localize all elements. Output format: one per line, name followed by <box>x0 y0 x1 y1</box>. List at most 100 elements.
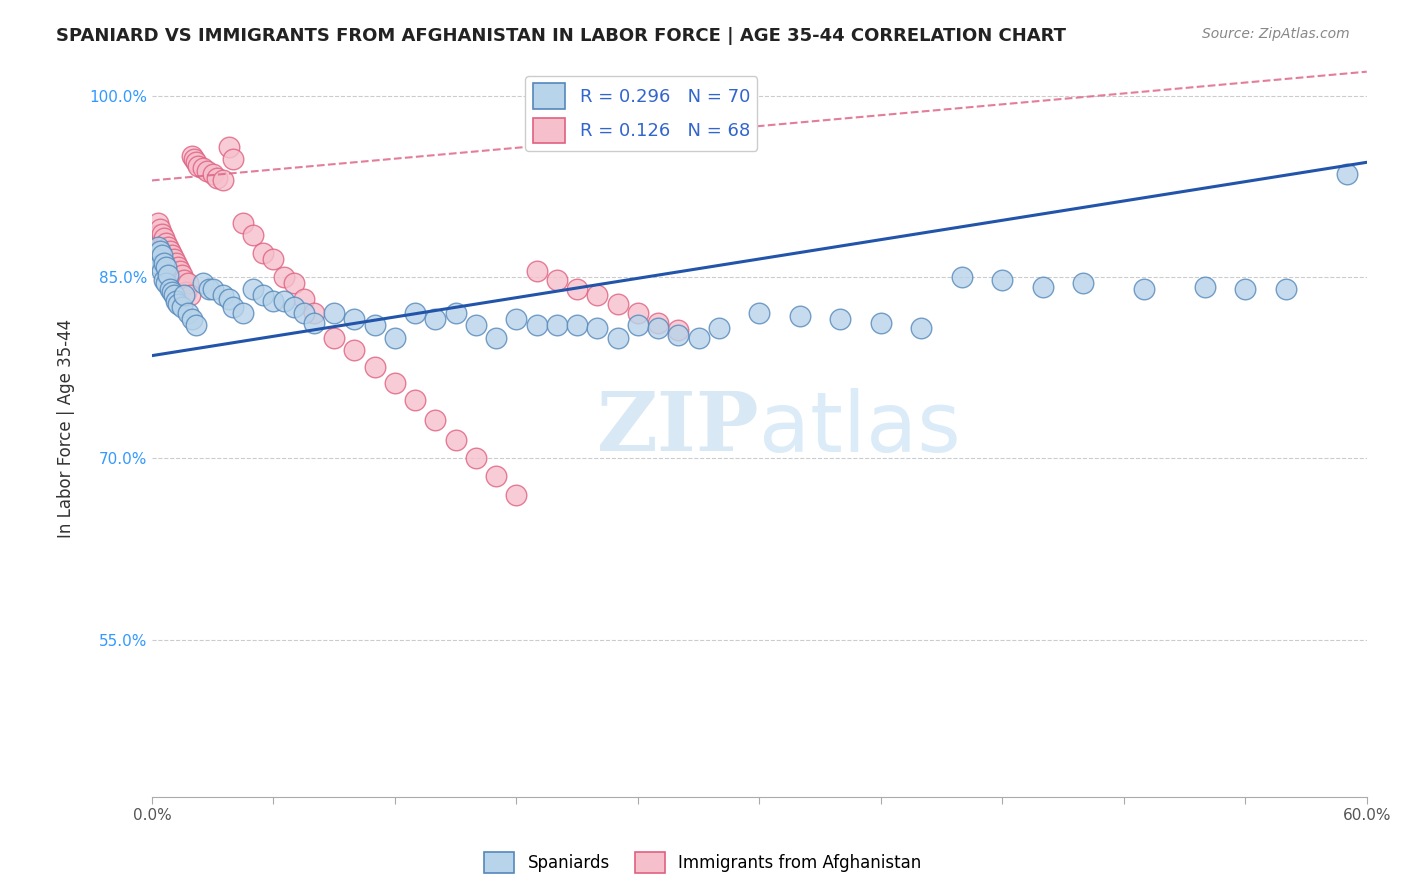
Point <box>363 359 385 374</box>
Point <box>302 316 325 330</box>
Point <box>627 306 650 320</box>
Point <box>218 292 240 306</box>
Point <box>910 321 932 335</box>
Point <box>169 264 191 278</box>
Point <box>323 306 346 320</box>
Point <box>485 469 508 483</box>
Point <box>201 168 224 182</box>
Point <box>789 309 811 323</box>
Point <box>1133 282 1156 296</box>
Point <box>950 270 973 285</box>
Point <box>586 288 609 302</box>
Point <box>323 330 346 344</box>
Point <box>177 276 200 290</box>
Text: atlas: atlas <box>759 388 962 468</box>
Point <box>292 292 315 306</box>
Point <box>565 282 588 296</box>
Point <box>232 306 254 320</box>
Point <box>546 318 568 333</box>
Point <box>1234 282 1257 296</box>
Point <box>384 330 406 344</box>
Point <box>1032 279 1054 293</box>
Point <box>869 316 891 330</box>
Point <box>384 376 406 391</box>
Point <box>606 330 628 344</box>
Text: Source: ZipAtlas.com: Source: ZipAtlas.com <box>1202 27 1350 41</box>
Point <box>565 318 588 333</box>
Point <box>150 248 173 262</box>
Point <box>165 268 187 282</box>
Point <box>177 306 200 320</box>
Point <box>526 318 548 333</box>
Point <box>627 318 650 333</box>
Point <box>173 272 195 286</box>
Point <box>181 149 204 163</box>
Point <box>157 268 180 282</box>
Point <box>707 321 730 335</box>
Point <box>145 234 167 248</box>
Point <box>252 246 274 260</box>
Point <box>167 260 190 275</box>
Point <box>262 252 284 266</box>
Point <box>242 227 264 242</box>
Point <box>283 276 305 290</box>
Text: ZIP: ZIP <box>596 388 759 468</box>
Point <box>155 248 177 262</box>
Point <box>163 252 186 266</box>
Point <box>159 255 181 269</box>
Point <box>183 152 205 166</box>
Point <box>172 301 194 315</box>
Point <box>666 328 689 343</box>
Point <box>546 272 568 286</box>
Point <box>146 240 169 254</box>
Point <box>191 276 214 290</box>
Point <box>991 272 1014 286</box>
Point <box>160 248 183 262</box>
Point <box>149 236 172 251</box>
Point <box>211 173 233 187</box>
Point <box>363 318 385 333</box>
Point <box>1274 282 1296 296</box>
Point <box>273 270 295 285</box>
Point <box>444 306 467 320</box>
Point <box>748 306 770 320</box>
Point <box>425 312 447 326</box>
Point <box>485 330 508 344</box>
Point <box>302 306 325 320</box>
Point <box>181 312 204 326</box>
Legend: Spaniards, Immigrants from Afghanistan: Spaniards, Immigrants from Afghanistan <box>478 846 928 880</box>
Text: SPANIARD VS IMMIGRANTS FROM AFGHANISTAN IN LABOR FORCE | AGE 35-44 CORRELATION C: SPANIARD VS IMMIGRANTS FROM AFGHANISTAN … <box>56 27 1066 45</box>
Point <box>153 244 176 258</box>
Point <box>606 296 628 310</box>
Point <box>1071 276 1094 290</box>
Point <box>186 155 208 169</box>
Point <box>155 260 177 275</box>
Point <box>159 244 181 258</box>
Point <box>146 252 169 266</box>
Point <box>262 294 284 309</box>
Point <box>586 321 609 335</box>
Point <box>160 260 183 275</box>
Point <box>425 412 447 426</box>
Point <box>145 246 167 260</box>
Point <box>149 244 172 258</box>
Point <box>211 288 233 302</box>
Point <box>150 264 173 278</box>
Point <box>464 318 486 333</box>
Point <box>159 282 181 296</box>
Point <box>157 240 180 254</box>
Point <box>283 301 305 315</box>
Point <box>172 268 194 282</box>
Point <box>343 343 366 357</box>
Y-axis label: In Labor Force | Age 35-44: In Labor Force | Age 35-44 <box>58 318 75 538</box>
Point <box>505 487 527 501</box>
Point <box>197 282 219 296</box>
Point <box>218 139 240 153</box>
Point <box>191 161 214 176</box>
Point <box>155 236 177 251</box>
Point <box>404 393 426 408</box>
Point <box>343 312 366 326</box>
Point <box>252 288 274 302</box>
Point <box>404 306 426 320</box>
Point <box>149 221 172 235</box>
